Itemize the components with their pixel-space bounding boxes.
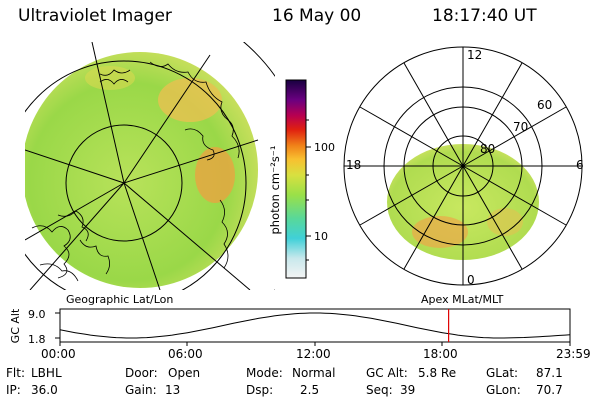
alt-tick-9: 9.0	[28, 308, 46, 321]
status-mode-value: Normal	[292, 366, 336, 380]
mlat-label-80: 80	[480, 142, 495, 156]
colorbar-unit-label: photon cm⁻²s⁻¹	[268, 146, 282, 235]
status-flt-value: LBHL	[31, 366, 62, 380]
apex-label: Apex MLat/MLT	[421, 293, 504, 306]
mlat-label-60: 60	[537, 98, 552, 112]
geographic-map	[25, 42, 275, 290]
mlt-label-12: 12	[467, 48, 482, 62]
status-dsp-label: Dsp:	[246, 383, 274, 397]
status-dsp-value: 2.5	[300, 383, 320, 397]
altitude-curve	[59, 312, 571, 339]
status-door-value: Open	[168, 366, 201, 380]
time-tick-2359: 23:59	[556, 347, 591, 361]
mlt-label-6: 6	[576, 158, 584, 172]
status-ip-label: IP:	[6, 383, 21, 397]
status-glat-label: GLat:	[486, 366, 519, 380]
altitude-strip: 9.0 1.8 GC Alt 00:00 06:00 12:00 18:00 2…	[9, 308, 591, 361]
time-tick-1800: 18:00	[423, 347, 458, 361]
status-gain-value: 13	[165, 383, 181, 397]
colorbar	[285, 79, 307, 279]
status-gain-label: Gain:	[125, 383, 157, 397]
status-seq-value: 39	[400, 383, 416, 397]
status-glon-value: 70.7	[536, 383, 563, 397]
colorbar-tick-10: 10	[314, 230, 328, 243]
time-tick-0600: 06:00	[168, 347, 203, 361]
mlt-label-18: 18	[346, 158, 361, 172]
colorbar-tick-100: 100	[314, 141, 335, 154]
status-seq-label: Seq:	[366, 383, 393, 397]
status-gcalt-label: GC Alt:	[366, 366, 408, 380]
alt-axis-title: GC Alt	[9, 308, 22, 343]
time-label: 18:17:40 UT	[432, 6, 537, 26]
time-tick-0000: 00:00	[41, 347, 76, 361]
date-label: 16 May 00	[272, 6, 362, 26]
time-tick-1200: 12:00	[296, 347, 331, 361]
status-door-label: Door:	[125, 366, 158, 380]
status-ip-value: 36.0	[31, 383, 58, 397]
status-flt-label: Flt:	[6, 366, 25, 380]
status-mode-label: Mode:	[246, 366, 283, 380]
instrument-title: Ultraviolet Imager	[18, 6, 172, 26]
mlat-label-70: 70	[513, 120, 528, 134]
alt-tick-1-8: 1.8	[28, 333, 46, 346]
polar-plot: 12 18 6 0 60 70 80	[343, 46, 584, 287]
status-glon-label: GLon:	[486, 383, 521, 397]
mlt-label-0: 0	[467, 273, 475, 287]
geographic-label: Geographic Lat/Lon	[66, 293, 173, 306]
status-gcalt-value: 5.8 Re	[418, 366, 457, 380]
status-glat-value: 87.1	[536, 366, 563, 380]
